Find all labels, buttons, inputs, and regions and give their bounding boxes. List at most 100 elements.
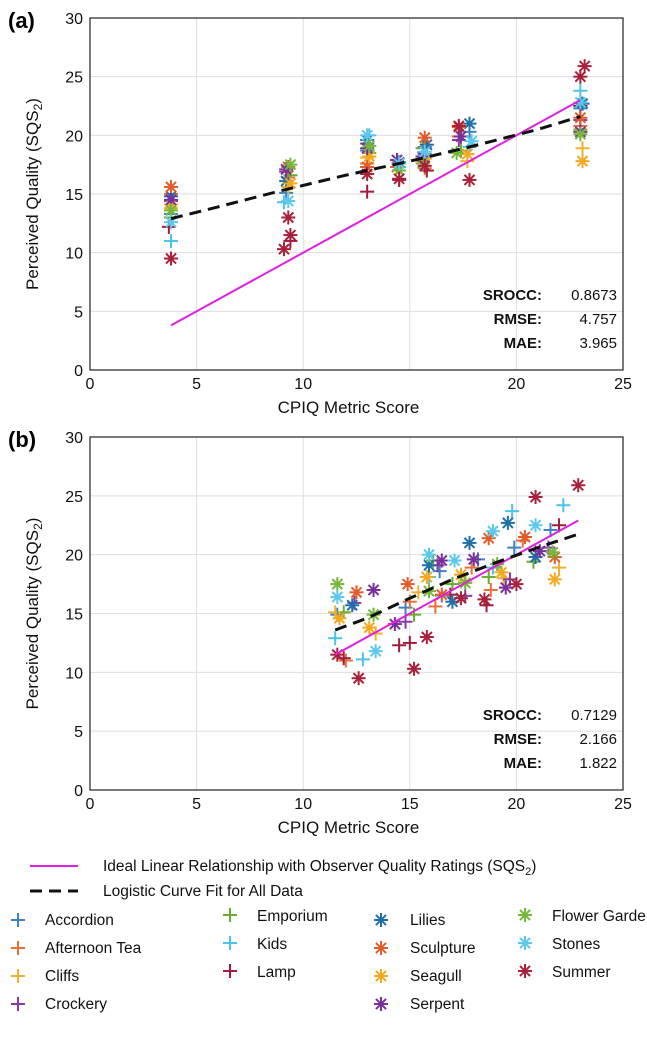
point-flower-garden: [545, 545, 560, 560]
point-lilies: [500, 515, 515, 530]
legend-marker-stones: [518, 936, 532, 950]
point-seagull: [362, 149, 377, 164]
ideal-line: [170, 99, 581, 327]
x-tick-label: 10: [294, 796, 312, 813]
point-lamp: [392, 638, 407, 653]
point-afternoon-tea: [428, 599, 443, 614]
point-summer: [477, 592, 492, 607]
y-tick-label: 10: [65, 246, 83, 263]
point-summer: [571, 478, 586, 493]
stat-value: 0.7129: [571, 707, 617, 724]
point-stones: [528, 518, 543, 533]
point-sculpture: [349, 585, 364, 600]
point-serpent: [532, 544, 547, 559]
stat-label: MAE:: [504, 335, 542, 352]
point-stones: [485, 524, 500, 539]
point-lilies: [462, 116, 477, 131]
stat-value: 3.965: [579, 335, 617, 352]
point-stones: [330, 590, 345, 605]
legend-marker-kids: [223, 936, 237, 950]
point-flower-garden: [283, 157, 298, 172]
point-flower-garden: [573, 127, 588, 142]
point-seagull: [460, 147, 475, 162]
point-kids: [355, 652, 370, 667]
y-tick-label: 0: [74, 363, 83, 380]
x-tick-label: 15: [401, 796, 419, 813]
point-serpent: [498, 580, 513, 595]
point-stones: [417, 144, 432, 159]
y-axis-label: Perceived Quality (SQS2): [23, 98, 45, 290]
point-afternoon-tea: [338, 653, 353, 668]
stats-box: SROCC: 0.8673 RMSE: 4.757 MAE: 3.965: [483, 287, 617, 352]
point-cliffs: [368, 626, 383, 641]
point-sculpture: [481, 531, 496, 546]
logistic-fit-line: [170, 115, 581, 221]
point-flower-garden: [164, 203, 179, 218]
point-serpent: [434, 553, 449, 568]
point-crockery: [398, 614, 413, 629]
plot-frame: [89, 17, 624, 371]
x-tick-label: 0: [86, 376, 95, 393]
panel-letter: (a): [8, 8, 35, 33]
legend-marker-crockery: [11, 997, 25, 1011]
legend-marker-accordion: [11, 913, 25, 927]
logistic-fit-line: [334, 532, 581, 632]
point-sculpture: [417, 130, 432, 145]
point-stones: [421, 547, 436, 562]
x-tick-label: 5: [192, 796, 201, 813]
point-summer: [417, 158, 432, 173]
point-stones: [281, 194, 296, 209]
point-seagull: [419, 570, 434, 585]
y-tick-label: 25: [65, 489, 83, 506]
point-summer: [577, 59, 592, 74]
point-emporium: [445, 577, 460, 592]
point-cliffs: [552, 560, 567, 575]
point-lamp: [402, 635, 417, 650]
point-summer: [451, 118, 466, 133]
y-tick-label: 30: [65, 11, 83, 28]
point-sculpture: [164, 179, 179, 194]
point-stones: [447, 553, 462, 568]
legend-label-lamp: Lamp: [257, 964, 296, 981]
legend-marker-emporium: [223, 908, 237, 922]
point-emporium: [481, 570, 496, 585]
point-summer: [392, 171, 407, 186]
y-tick-label: 0: [74, 783, 83, 800]
legend-marker-afternoon-tea: [11, 941, 25, 955]
point-summer: [573, 69, 588, 84]
point-accordion: [543, 522, 558, 537]
legend-label-afternoon-tea: Afternoon Tea: [45, 940, 142, 957]
legend-label-summer: Summer: [552, 964, 611, 981]
point-summer: [351, 671, 366, 686]
point-flower-garden: [449, 145, 464, 160]
stat-value: 2.166: [579, 731, 617, 748]
legend-marker-sculpture: [374, 941, 388, 955]
legend-label-accordion: Accordion: [45, 912, 114, 929]
point-flower-garden: [362, 138, 377, 153]
point-sculpture: [517, 530, 532, 545]
point-lamp: [552, 518, 567, 533]
point-kids: [556, 498, 571, 513]
stat-label: SROCC:: [483, 287, 542, 304]
point-summer: [277, 242, 292, 257]
point-lamp: [336, 651, 351, 666]
point-seagull: [362, 620, 377, 635]
y-tick-label: 25: [65, 70, 83, 87]
point-seagull: [547, 572, 562, 587]
point-stones: [360, 128, 375, 143]
point-summer: [407, 661, 422, 676]
point-summer: [528, 490, 543, 505]
stat-value: 1.822: [579, 755, 617, 772]
legend-label-seagull: Seagull: [410, 968, 462, 985]
y-tick-label: 30: [65, 430, 83, 447]
stat-label: SROCC:: [483, 707, 542, 724]
legend-marker-serpent: [374, 997, 388, 1011]
point-serpent: [366, 582, 381, 597]
legend-label-flower-garden: Flower Garden: [552, 908, 647, 925]
y-tick-label: 5: [74, 304, 83, 321]
point-kids: [573, 83, 588, 98]
point-summer: [453, 591, 468, 606]
point-serpent: [453, 129, 468, 144]
x-tick-label: 5: [192, 376, 201, 393]
